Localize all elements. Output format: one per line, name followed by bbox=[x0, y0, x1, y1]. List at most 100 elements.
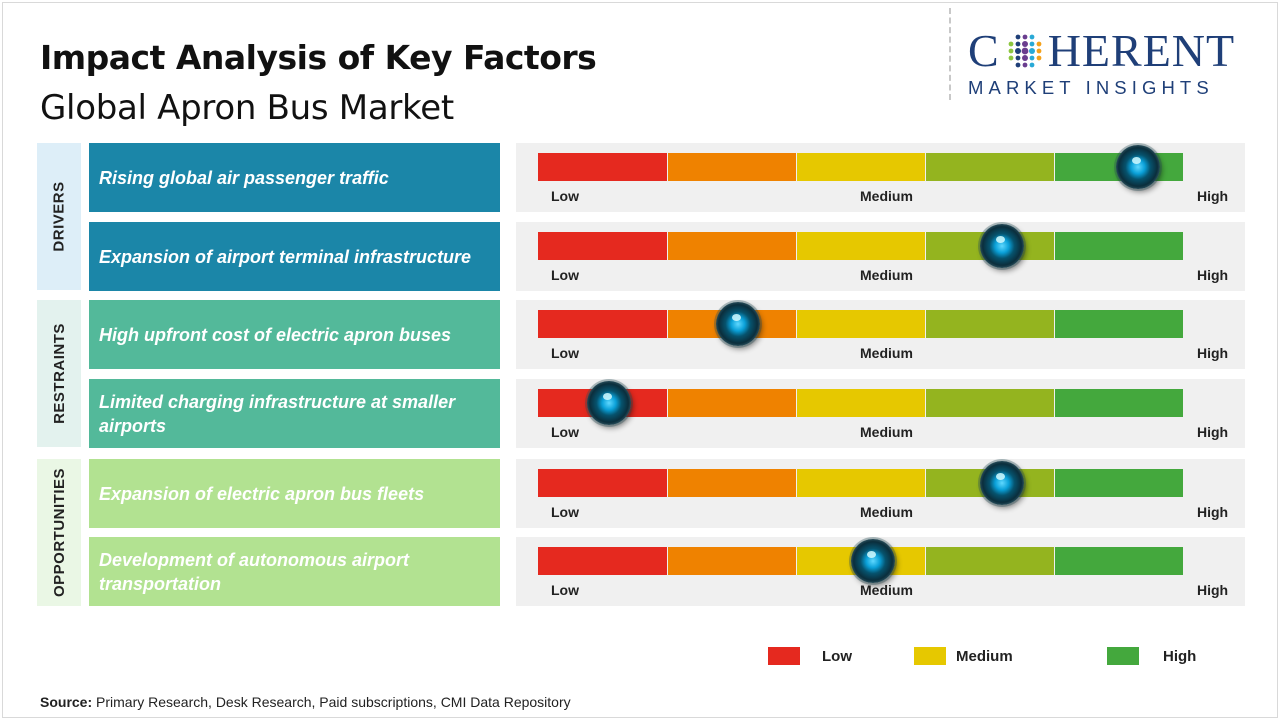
logo-dot bbox=[1008, 41, 1014, 47]
logo-dot bbox=[1029, 34, 1035, 40]
factor-label: Expansion of airport terminal infrastruc… bbox=[89, 222, 500, 291]
source-label: Source: bbox=[40, 694, 93, 710]
gauge-label-high: High bbox=[1197, 504, 1229, 520]
gauge-label-high: High bbox=[1197, 188, 1229, 204]
category-band-restraints: RESTRAINTS bbox=[37, 300, 81, 447]
gauge-label-medium: Medium bbox=[860, 345, 913, 361]
legend-high: High bbox=[1107, 647, 1196, 665]
gauge-label-high: High bbox=[1197, 267, 1229, 283]
legend-label: Medium bbox=[956, 647, 1013, 665]
factor-label: Development of autonomous airport transp… bbox=[89, 537, 500, 606]
logo-tagline: MARKET INSIGHTS bbox=[968, 77, 1214, 98]
legend-swatch bbox=[914, 647, 946, 665]
gauge-label-medium: Medium bbox=[860, 188, 913, 204]
source-note: Source: Primary Research, Desk Research,… bbox=[40, 694, 571, 710]
logo-dot bbox=[1036, 48, 1042, 54]
impact-gauge: Low Medium High bbox=[516, 222, 1245, 291]
impact-marker bbox=[980, 461, 1025, 505]
logo-dot bbox=[1015, 62, 1021, 68]
gauge-label-low: Low bbox=[551, 345, 579, 361]
gauge-segment bbox=[1055, 547, 1183, 575]
logo-dot bbox=[1015, 34, 1021, 40]
logo-dot bbox=[1029, 41, 1035, 47]
gauge-segment bbox=[1055, 389, 1183, 417]
logo-dot bbox=[1021, 41, 1028, 47]
company-logo: C HERENT MARKET INSIGHTS bbox=[968, 26, 1263, 106]
gauge-segment bbox=[1055, 310, 1183, 338]
gauge-label-medium: Medium bbox=[860, 424, 913, 440]
gauge-segment bbox=[668, 389, 796, 417]
logo-dot bbox=[1021, 47, 1029, 55]
gauge-label-medium: Medium bbox=[860, 582, 913, 598]
impact-gauge: Low Medium High bbox=[516, 537, 1245, 606]
category-label: OPPORTUNITIES bbox=[50, 467, 68, 598]
impact-gauge: Low Medium High bbox=[516, 300, 1245, 369]
logo-divider bbox=[949, 8, 951, 100]
gauge-segment bbox=[797, 469, 925, 497]
gauge-segment bbox=[797, 389, 925, 417]
gauge-segment bbox=[668, 547, 796, 575]
gauge-label-medium: Medium bbox=[860, 267, 913, 283]
logo-dot bbox=[1022, 62, 1028, 68]
gauge-label-high: High bbox=[1197, 424, 1229, 440]
legend-swatch bbox=[1107, 647, 1139, 665]
gauge-segment bbox=[797, 232, 925, 260]
gauge-label-high: High bbox=[1197, 345, 1229, 361]
logo-dots-icon bbox=[1008, 34, 1042, 68]
page-title: Impact Analysis of Key Factors bbox=[40, 38, 597, 77]
logo-dot bbox=[1021, 55, 1028, 61]
impact-marker bbox=[851, 539, 896, 583]
gauge-segment bbox=[538, 310, 667, 338]
gauge-segment bbox=[538, 232, 667, 260]
logo-dot bbox=[1036, 41, 1042, 47]
category-label: DRIVERS bbox=[50, 181, 68, 252]
gauge-label-low: Low bbox=[551, 424, 579, 440]
source-text: Primary Research, Desk Research, Paid su… bbox=[96, 694, 571, 710]
logo-dot bbox=[1015, 41, 1021, 47]
impact-gauge: Low Medium High bbox=[516, 143, 1245, 212]
logo-dot bbox=[1036, 55, 1042, 61]
logo-dot bbox=[1015, 55, 1021, 61]
gauge-label-medium: Medium bbox=[860, 504, 913, 520]
gauge-segment bbox=[1055, 469, 1183, 497]
impact-marker bbox=[715, 302, 760, 346]
legend-swatch bbox=[768, 647, 800, 665]
logo-dot bbox=[1014, 48, 1021, 54]
gauge-label-high: High bbox=[1197, 582, 1229, 598]
logo-letter-c: C bbox=[968, 25, 1000, 76]
gauge-segment bbox=[797, 153, 925, 181]
gauge-label-low: Low bbox=[551, 267, 579, 283]
gauge-segment bbox=[538, 153, 667, 181]
gauge-segment bbox=[797, 310, 925, 338]
gauge-segment bbox=[668, 153, 796, 181]
gauge-segment bbox=[538, 547, 667, 575]
gauge-segment bbox=[668, 232, 796, 260]
factor-label: Rising global air passenger traffic bbox=[89, 143, 500, 212]
impact-marker bbox=[980, 224, 1025, 268]
logo-dot bbox=[1022, 34, 1028, 40]
legend-label: High bbox=[1163, 647, 1197, 665]
gauge-label-low: Low bbox=[551, 582, 579, 598]
gauge-segment bbox=[1055, 232, 1183, 260]
gauge-label-low: Low bbox=[551, 188, 579, 204]
gauge-segment bbox=[926, 153, 1054, 181]
gauge-segment bbox=[538, 469, 667, 497]
logo-dot bbox=[1008, 48, 1014, 54]
logo-dot bbox=[1029, 55, 1035, 61]
category-band-opportunities: OPPORTUNITIES bbox=[37, 459, 81, 606]
page-subtitle: Global Apron Bus Market bbox=[40, 88, 454, 128]
gauge-segment bbox=[668, 469, 796, 497]
legend-low: Low bbox=[768, 647, 852, 665]
logo-dot bbox=[1029, 62, 1035, 68]
impact-gauge: Low Medium High bbox=[516, 379, 1245, 448]
gauge-label-low: Low bbox=[551, 504, 579, 520]
impact-marker bbox=[586, 381, 631, 425]
logo-dot bbox=[1028, 48, 1035, 54]
legend-medium: Medium bbox=[914, 647, 1013, 665]
factor-label: Expansion of electric apron bus fleets bbox=[89, 459, 500, 528]
category-band-drivers: DRIVERS bbox=[37, 143, 81, 290]
factor-label: Limited charging infrastructure at small… bbox=[89, 379, 500, 448]
logo-word: HERENT bbox=[1047, 25, 1236, 76]
impact-gauge: Low Medium High bbox=[516, 459, 1245, 528]
